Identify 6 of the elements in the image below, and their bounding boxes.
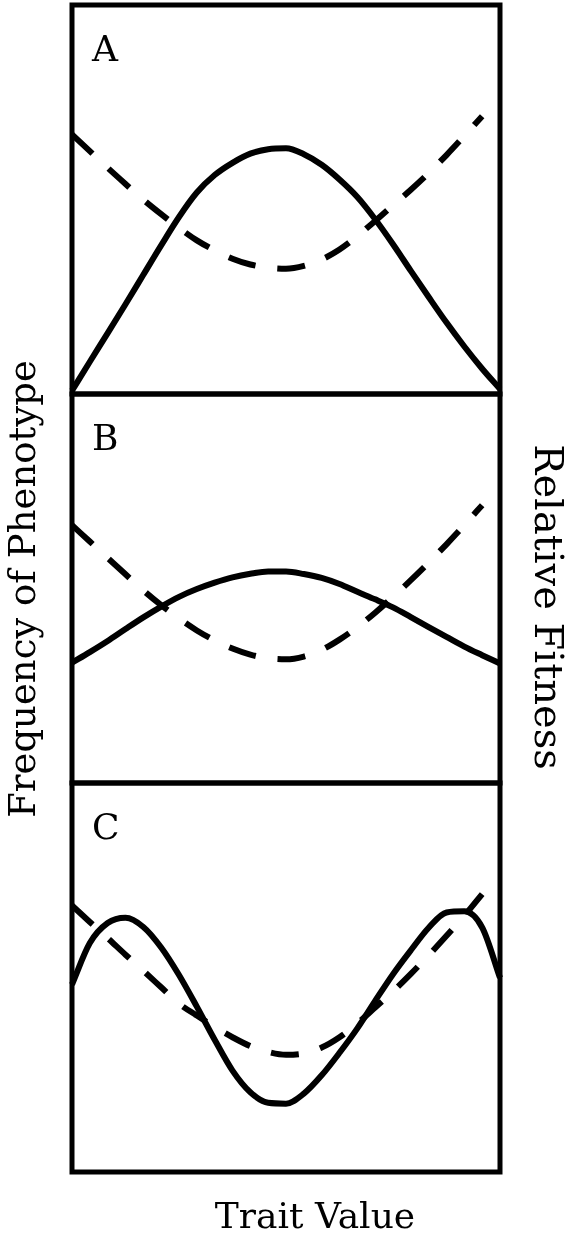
x-axis-title: Trait Value: [214, 1195, 416, 1236]
y-axis-title: Frequency of Phenotype: [0, 359, 44, 818]
text: A: [92, 28, 118, 69]
y2-axis-title: Relative Fitness: [526, 443, 572, 770]
text: C: [92, 806, 120, 847]
text: B: [92, 417, 119, 458]
